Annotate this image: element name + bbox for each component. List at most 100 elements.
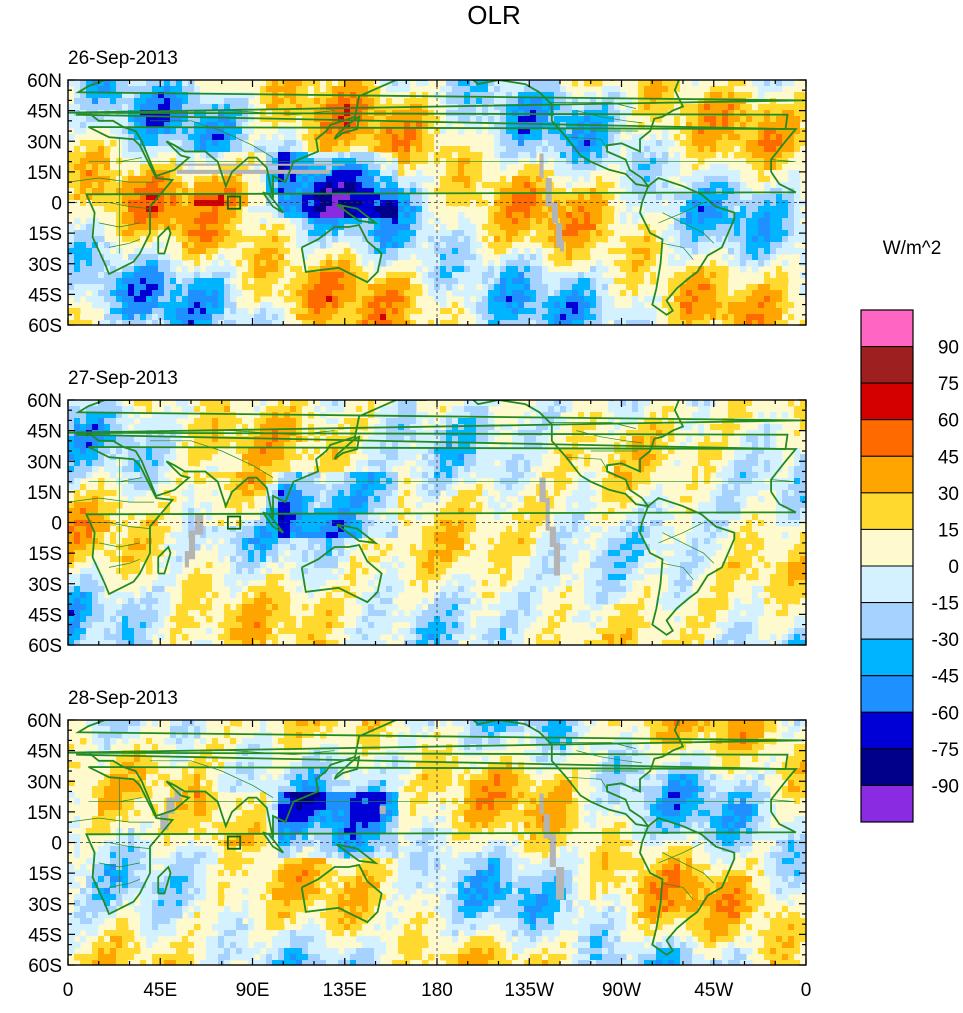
olr-cell [146,128,153,135]
olr-cell [182,412,189,419]
olr-cell [188,200,195,207]
olr-cell [686,254,693,261]
olr-cell [338,400,345,407]
olr-cell [686,104,693,111]
olr-cell [434,278,441,285]
olr-cell [566,260,573,267]
olr-cell [758,116,765,123]
olr-cell [224,140,231,147]
olr-cell [260,86,267,93]
olr-cell [674,248,681,255]
olr-cell [692,86,699,93]
olr-cell [200,260,207,267]
olr-cell [272,164,279,171]
olr-cell [602,188,609,195]
olr-cell [734,254,741,261]
olr-cell [284,188,291,195]
olr-cell [470,314,477,321]
olr-cell [326,158,333,165]
olr-cell [398,224,405,231]
olr-cell [788,308,795,315]
olr-cell [530,194,537,201]
olr-cell [572,80,579,87]
olr-cell [350,290,357,297]
olr-cell [800,200,806,207]
olr-cell [104,146,111,153]
olr-cell [302,188,309,195]
olr-cell [98,98,105,105]
olr-cell [698,188,705,195]
olr-cell [536,164,543,171]
olr-cell [344,164,351,171]
olr-cell [92,302,99,309]
olr-cell [182,92,189,99]
olr-cell [644,218,651,225]
olr-cell [86,314,93,321]
olr-cell [284,260,291,267]
olr-cell [638,80,645,87]
olr-cell [92,170,99,177]
coastline [702,80,706,81]
olr-cell [128,406,135,413]
olr-cell [356,266,363,273]
olr-cell [536,296,543,303]
olr-cell [584,296,591,303]
olr-cell [176,224,183,231]
olr-cell [686,188,693,195]
olr-cell [326,314,333,321]
olr-cell [698,400,705,407]
olr-cell [794,218,801,225]
olr-cell [470,188,477,195]
olr-cell [302,80,309,87]
olr-cell [578,194,585,201]
olr-cell [380,230,387,237]
olr-cell [668,170,675,177]
olr-cell [344,80,351,87]
olr-cell [302,290,309,297]
olr-cell [656,140,663,147]
olr-cell [662,140,669,147]
olr-cell [302,230,309,237]
olr-cell [284,194,291,201]
missing-data [551,202,558,223]
olr-cell [230,314,237,321]
olr-cell [206,98,213,105]
olr-cell [752,242,759,249]
olr-cell [452,242,459,249]
olr-cell [140,266,147,273]
olr-cell [752,128,759,135]
olr-cell [92,92,99,99]
olr-cell [764,272,771,279]
olr-cell [638,188,645,195]
olr-cell [458,194,465,201]
olr-cell [518,194,525,201]
olr-cell [170,266,177,273]
olr-cell [488,86,495,93]
olr-cell [776,296,783,303]
olr-cell [314,284,321,291]
olr-cell [236,412,243,419]
olr-cell [266,146,273,153]
olr-cell [92,218,99,225]
olr-cell [602,284,609,291]
olr-cell [710,104,717,111]
olr-cell [572,212,579,219]
olr-cell [722,278,729,285]
olr-cell [272,230,279,237]
olr-cell [344,296,351,303]
olr-cell [656,176,663,183]
olr-cell [206,188,213,195]
olr-cell [764,188,771,195]
olr-cell [236,406,243,413]
olr-cell [350,152,357,159]
olr-cell [248,278,255,285]
olr-cell [716,176,723,183]
olr-cell [518,224,525,231]
olr-cell [608,140,615,147]
olr-cell [770,266,777,273]
olr-cell [788,146,795,153]
olr-cell [542,212,549,219]
olr-cell [674,406,681,413]
olr-cell [524,152,531,159]
